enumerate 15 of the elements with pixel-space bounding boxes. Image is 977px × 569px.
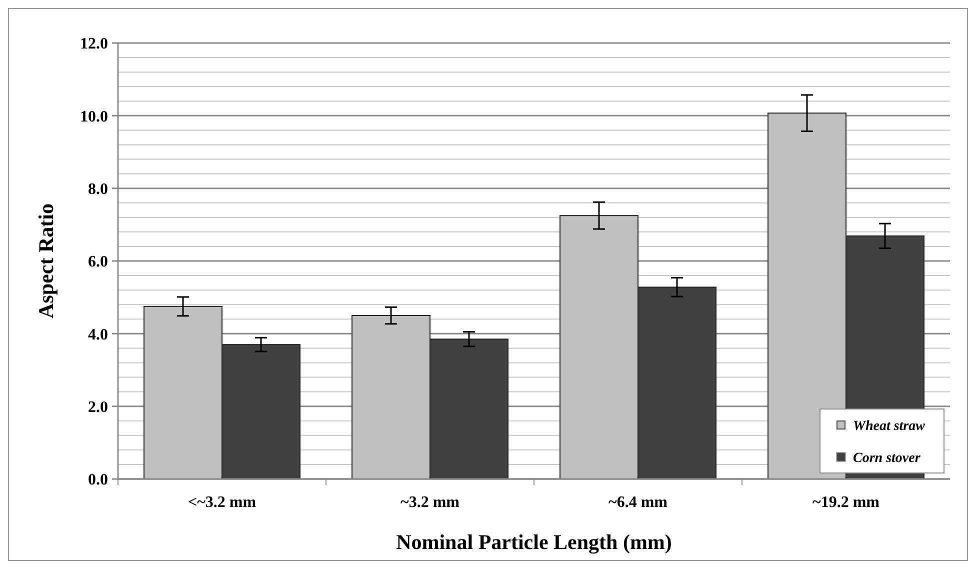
- x-tick-label: ~19.2 mm: [812, 494, 880, 511]
- x-tick-label: <~3.2 mm: [188, 494, 257, 511]
- y-tick-label: 0.0: [88, 472, 108, 489]
- y-tick-label: 2.0: [88, 398, 108, 416]
- legend-label: Corn stover: [853, 450, 921, 466]
- x-tick-label: ~3.2 mm: [400, 494, 460, 511]
- legend-label: Wheat straw: [853, 418, 926, 434]
- y-tick-label: 8.0: [88, 180, 108, 198]
- y-tick-label: 12.0: [80, 36, 108, 53]
- y-axis-title: Aspect Ratio: [34, 204, 58, 318]
- y-tick-label: 4.0: [88, 326, 108, 344]
- y-tick-label: 6.0: [88, 254, 108, 271]
- x-axis-title: Nominal Particle Length (mm): [396, 530, 672, 554]
- x-tick-label: ~6.4 mm: [608, 494, 668, 511]
- y-tick-label: 10.0: [80, 108, 108, 126]
